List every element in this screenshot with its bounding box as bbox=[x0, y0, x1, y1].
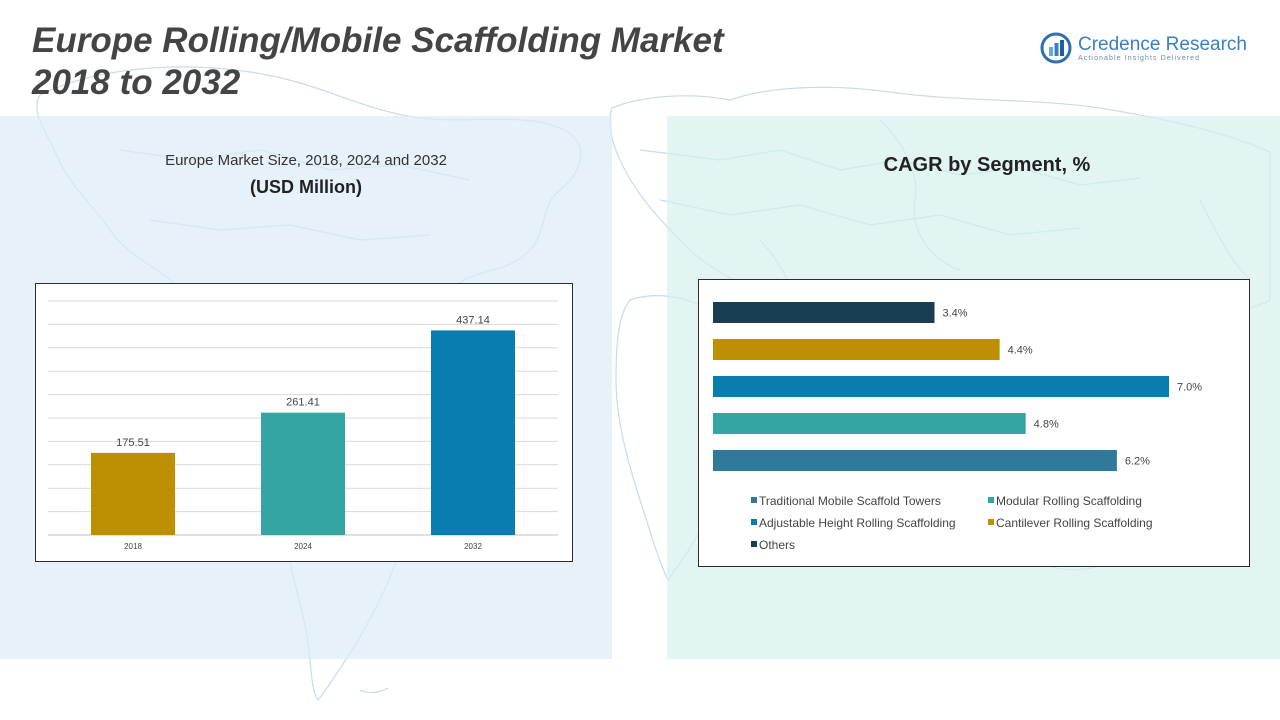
x-tick-label-2018: 2018 bbox=[124, 542, 142, 551]
data-label-others: 3.4% bbox=[942, 308, 967, 320]
legend-swatch bbox=[988, 519, 994, 525]
data-label-cantilever-rolling-scaffolding: 4.4% bbox=[1008, 345, 1033, 357]
bar-2032 bbox=[431, 330, 515, 535]
legend: Traditional Mobile Scaffold Towers Modula… bbox=[751, 494, 1153, 552]
bar-2018 bbox=[91, 452, 175, 535]
market-size-bar-chart: 175.51 2018 261.41 2024 437.14 2032 bbox=[48, 300, 558, 551]
market-size-subtitle: Europe Market Size, 2018, 2024 and 2032 bbox=[165, 152, 447, 169]
legend-swatch bbox=[751, 497, 757, 503]
data-label-adjustable-height-rolling-scaffolding: 7.0% bbox=[1177, 382, 1202, 394]
legend-swatch bbox=[751, 519, 757, 525]
x-tick-label-2032: 2032 bbox=[464, 542, 482, 551]
data-label-2018: 175.51 bbox=[116, 437, 150, 449]
data-label-2032: 437.14 bbox=[456, 314, 490, 326]
page-title: Europe Rolling/Mobile Scaffolding Market… bbox=[32, 20, 724, 104]
market-size-unit: (USD Million) bbox=[250, 177, 362, 197]
x-tick-label-2024: 2024 bbox=[294, 542, 312, 551]
legend-swatch bbox=[988, 497, 994, 503]
bar-others bbox=[713, 302, 935, 323]
data-label-traditional-mobile-scaffold-towers: 6.2% bbox=[1125, 456, 1150, 468]
bar-modular-rolling-scaffolding bbox=[713, 413, 1026, 434]
brand-logo: Credence Research Actionable Insights De… bbox=[1040, 30, 1255, 70]
bar-cantilever-rolling-scaffolding bbox=[713, 339, 1000, 360]
legend-label: Cantilever Rolling Scaffolding bbox=[996, 516, 1153, 530]
data-label-2024: 261.41 bbox=[286, 397, 320, 409]
title-line-1: Europe Rolling/Mobile Scaffolding Market bbox=[32, 21, 724, 60]
title-line-2: 2018 to 2032 bbox=[32, 63, 241, 102]
market-size-chart-frame: 175.51 2018 261.41 2024 437.14 2032 bbox=[35, 283, 573, 562]
legend-label: Adjustable Height Rolling Scaffolding bbox=[759, 516, 956, 530]
bar-traditional-mobile-scaffold-towers bbox=[713, 450, 1117, 471]
bar-adjustable-height-rolling-scaffolding bbox=[713, 376, 1169, 397]
legend-label: Traditional Mobile Scaffold Towers bbox=[759, 494, 941, 508]
cagr-horizontal-bar-chart: 3.4% 4.4% 7.0% 4.8% 6.2% Traditional Mobile S… bbox=[713, 302, 1202, 552]
data-label-modular-rolling-scaffolding: 4.8% bbox=[1034, 419, 1059, 431]
brand-tagline: Actionable Insights Delivered bbox=[1078, 55, 1201, 62]
legend-label: Others bbox=[759, 538, 795, 552]
legend-label: Modular Rolling Scaffolding bbox=[996, 494, 1142, 508]
brand-name: Credence Research bbox=[1078, 34, 1247, 55]
legend-swatch bbox=[751, 541, 757, 547]
bar-2024 bbox=[261, 412, 345, 535]
credence-logo-icon bbox=[1040, 32, 1072, 64]
cagr-title: CAGR by Segment, % bbox=[883, 154, 1091, 176]
cagr-chart-frame: 3.4% 4.4% 7.0% 4.8% 6.2% Traditional Mobile S… bbox=[698, 279, 1250, 567]
